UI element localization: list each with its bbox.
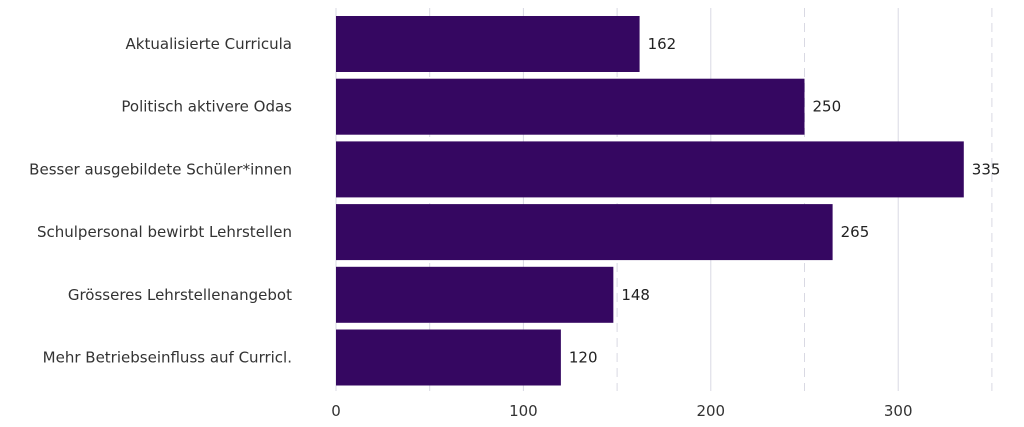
x-axis-tick-labels: 0 100 200 300 (331, 402, 912, 420)
value-label-1: 162 (648, 35, 677, 53)
value-label-2: 250 (813, 98, 842, 116)
value-labels: 162 250 335 265 148 120 (569, 35, 1001, 367)
bar-3 (336, 141, 964, 198)
bar-6 (336, 329, 561, 386)
category-labels: Aktualisierte Curricula Politisch aktiver… (29, 35, 292, 367)
x-tick-label-200: 200 (696, 402, 725, 420)
value-label-5: 148 (621, 286, 650, 304)
bar-1 (336, 16, 640, 72)
category-label-6: Mehr Betriebseinfluss auf Curricl. (43, 349, 292, 367)
bar-5 (336, 266, 614, 323)
x-tick-label-300: 300 (884, 402, 913, 420)
category-label-5: Grösseres Lehrstellenangebot (68, 286, 292, 304)
category-label-4: Schulpersonal bewirbt Lehrstellen (37, 223, 292, 241)
bar-4 (336, 204, 833, 261)
category-label-3: Besser ausgebildete Schüler*innen (29, 160, 292, 178)
category-label-1: Aktualisierte Curricula (126, 35, 292, 53)
bar-2 (336, 78, 805, 135)
value-label-3: 335 (972, 160, 1001, 178)
category-label-2: Politisch aktivere Odas (121, 98, 292, 116)
value-label-4: 265 (841, 223, 870, 241)
x-tick-label-100: 100 (509, 402, 538, 420)
bars (336, 16, 964, 386)
value-label-6: 120 (569, 349, 598, 367)
x-tick-label-0: 0 (331, 402, 341, 420)
